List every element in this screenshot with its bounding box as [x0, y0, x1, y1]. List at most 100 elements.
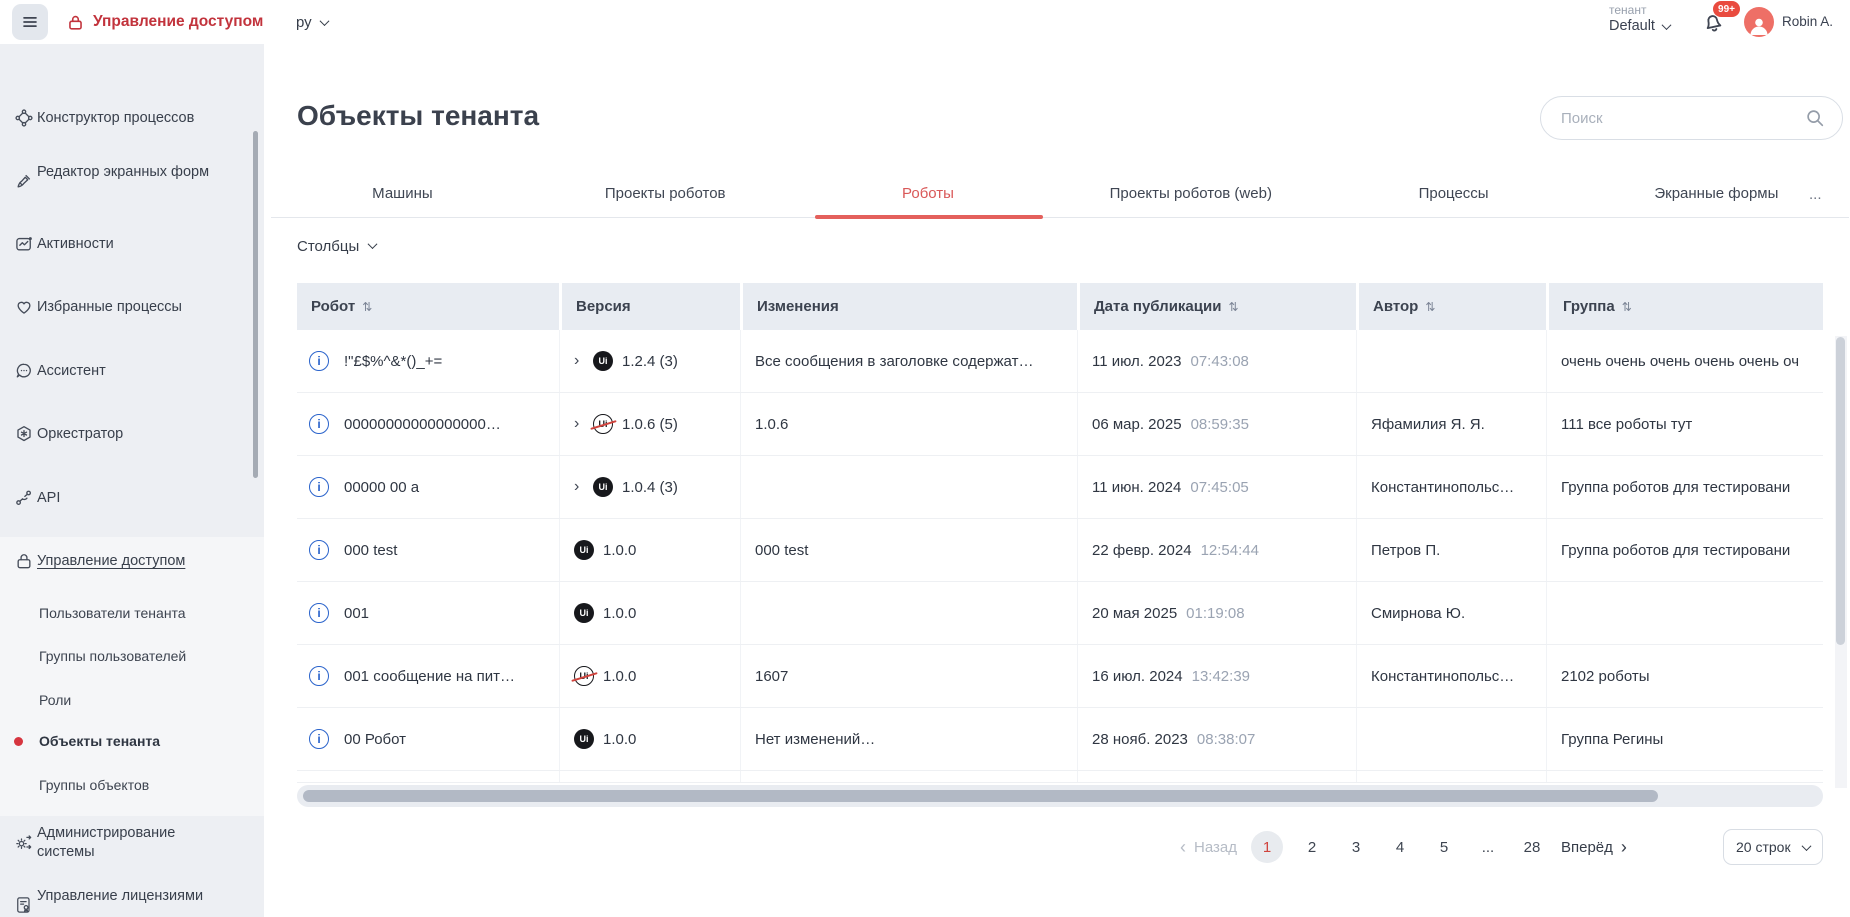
chevron-right-icon[interactable]: › [574, 352, 584, 370]
info-icon[interactable]: i [309, 603, 329, 623]
info-icon[interactable]: i [309, 351, 329, 371]
sort-icon[interactable]: ⇅ [1228, 300, 1238, 314]
column-header-publish-date[interactable]: Дата публикации⇅ [1077, 283, 1356, 330]
user-avatar[interactable] [1744, 7, 1774, 37]
pagination: ‹ Назад 12345... 28 Вперёд › [1180, 825, 1627, 869]
process-constructor-icon [14, 108, 34, 128]
pagination-page-3[interactable]: 3 [1341, 831, 1371, 863]
pagination-page-2[interactable]: 2 [1297, 831, 1327, 863]
tab-robot-projects-web[interactable]: Проекты роботов (web) [1059, 170, 1322, 217]
page-title: Объекты тенанта [297, 100, 539, 132]
date-value: 16 июл. 2024 [1092, 668, 1183, 685]
sidebar-subitem-tenant-users[interactable]: Пользователи тенанта [39, 605, 239, 621]
sidebar-scrollbar-thumb[interactable] [253, 131, 258, 478]
chevron-right-icon[interactable]: › [574, 478, 584, 496]
horizontal-scrollbar-thumb[interactable] [303, 790, 1658, 802]
robot-cell: i 001 [297, 582, 559, 644]
pagination-next-button[interactable]: Вперёд › [1561, 838, 1627, 856]
changes-cell [740, 456, 1077, 518]
user-name[interactable]: Robin A. [1782, 14, 1833, 29]
author-value: Смирнова Ю. [1371, 605, 1465, 622]
table-row[interactable]: i 00 Робот › Ui 1.0.0 Нет изменений… 28 … [297, 708, 1823, 771]
search-input[interactable] [1561, 110, 1804, 127]
sort-icon[interactable]: ⇅ [362, 300, 372, 314]
changes-cell: 000 test [740, 519, 1077, 581]
search-icon[interactable] [1804, 107, 1826, 129]
info-icon[interactable]: i [309, 414, 329, 434]
pagination-page-1[interactable]: 1 [1251, 831, 1283, 863]
table-row[interactable]: i !"£$%^&*()_+= › Ui 1.2.4 (3) Все сообщ… [297, 330, 1823, 393]
sort-icon[interactable]: ⇅ [1622, 300, 1632, 314]
app-title[interactable]: Управление доступом [66, 0, 263, 44]
table-row[interactable]: i 001 сообщение на пит… › Ui 1.0.0 1607 … [297, 645, 1823, 708]
version-value: 1.2.4 (3) [622, 353, 678, 370]
info-icon[interactable]: i [309, 666, 329, 686]
group-value: Группа роботов для тестировани [1561, 479, 1790, 496]
version-cell: › Ui 1.0.6 (5) [559, 393, 740, 455]
tab-robots[interactable]: Роботы [797, 170, 1060, 217]
table-row[interactable]: i 00000 00 a › Ui 1.0.4 (3) 11 июн. 2024… [297, 456, 1823, 519]
table-row[interactable]: i 00000000000000000… › Ui 1.0.6 (5) 1.0.… [297, 393, 1823, 456]
version-value: 1.0.6 (5) [622, 416, 678, 433]
robot-name: 00000 00 a [344, 479, 419, 496]
column-header-version[interactable]: Версия [559, 283, 740, 330]
pagination-ellipsis: ... [1473, 831, 1503, 863]
publish-date-cell: 11 июн. 2024 07:45:05 [1077, 456, 1356, 518]
pagination-page-28[interactable]: 28 [1517, 831, 1547, 863]
changes-cell: 1.0.6 [740, 393, 1077, 455]
pagination-page-5[interactable]: 5 [1429, 831, 1459, 863]
changes-value: 1607 [755, 668, 788, 685]
sidebar-item-label: Оркестратор [37, 425, 213, 444]
sidebar-subitem-tenant-objects[interactable]: Объекты тенанта [39, 733, 239, 749]
column-header-author[interactable]: Автор⇅ [1356, 283, 1546, 330]
date-value: 11 июл. 2023 [1092, 353, 1182, 370]
group-cell: 2102 роботы [1546, 645, 1823, 707]
columns-button[interactable]: Столбцы [297, 238, 376, 255]
ui-badge-icon: Ui [593, 414, 613, 434]
sidebar-item-label: Администрирование системы [37, 824, 213, 862]
author-value: Константинопольс… [1371, 668, 1514, 685]
chevron-down-icon [1662, 20, 1672, 30]
tenant-selector[interactable]: тенант Default [1609, 3, 1670, 34]
sidebar-subitem-roles[interactable]: Роли [39, 692, 239, 708]
author-cell [1356, 708, 1546, 770]
group-cell: Группа роботов для тестировани [1546, 519, 1823, 581]
author-value: Петров П. [1371, 542, 1440, 559]
search-box [1540, 96, 1843, 140]
info-icon[interactable]: i [309, 540, 329, 560]
tab-robot-projects[interactable]: Проекты роботов [534, 170, 797, 217]
chevron-down-icon [368, 239, 378, 249]
tab-more[interactable]: ... [1809, 170, 1822, 218]
columns-button-label: Столбцы [297, 238, 359, 255]
version-value: 1.0.0 [603, 605, 636, 622]
table-row[interactable]: i 001 › Ui 1.0.0 20 мая 2025 01:19:08 См… [297, 582, 1823, 645]
date-value: 11 июн. 2024 [1092, 479, 1181, 496]
table-row[interactable]: i 000 test › Ui 1.0.0 000 test 22 февр. … [297, 519, 1823, 582]
tab-processes[interactable]: Процессы [1322, 170, 1585, 217]
pagination-back-button[interactable]: ‹ Назад [1180, 838, 1237, 856]
form-editor-icon [14, 171, 34, 191]
author-cell: Яфамилия Я. Я. [1356, 393, 1546, 455]
language-selector[interactable]: ру [296, 0, 328, 44]
chevron-right-icon[interactable]: › [574, 415, 584, 433]
info-icon[interactable]: i [309, 477, 329, 497]
changes-cell: Все сообщения в заголовке содержат… [740, 330, 1077, 392]
horizontal-scrollbar-track[interactable] [297, 785, 1823, 807]
sort-icon[interactable]: ⇅ [1425, 300, 1435, 314]
date-value: 22 февр. 2024 [1092, 542, 1192, 559]
column-header-changes[interactable]: Изменения [740, 283, 1077, 330]
group-value: Группа Регины [1561, 731, 1663, 748]
vertical-scrollbar-thumb[interactable] [1836, 337, 1845, 645]
tab-machines[interactable]: Машины [271, 170, 534, 217]
changes-value: 1.0.6 [755, 416, 788, 433]
rows-per-page-select[interactable]: 20 строк [1723, 829, 1823, 865]
column-header-robot[interactable]: Робот⇅ [297, 283, 559, 330]
column-header-group[interactable]: Группа⇅ [1546, 283, 1823, 330]
hamburger-menu-button[interactable] [12, 4, 48, 40]
robot-cell: i 00 Робот [297, 708, 559, 770]
sidebar-subitem-user-groups[interactable]: Группы пользователей [39, 648, 239, 664]
sidebar-subitem-object-groups[interactable]: Группы объектов [39, 777, 239, 793]
sidebar-item-label: Редактор экранных форм [37, 163, 213, 182]
info-icon[interactable]: i [309, 729, 329, 749]
pagination-page-4[interactable]: 4 [1385, 831, 1415, 863]
